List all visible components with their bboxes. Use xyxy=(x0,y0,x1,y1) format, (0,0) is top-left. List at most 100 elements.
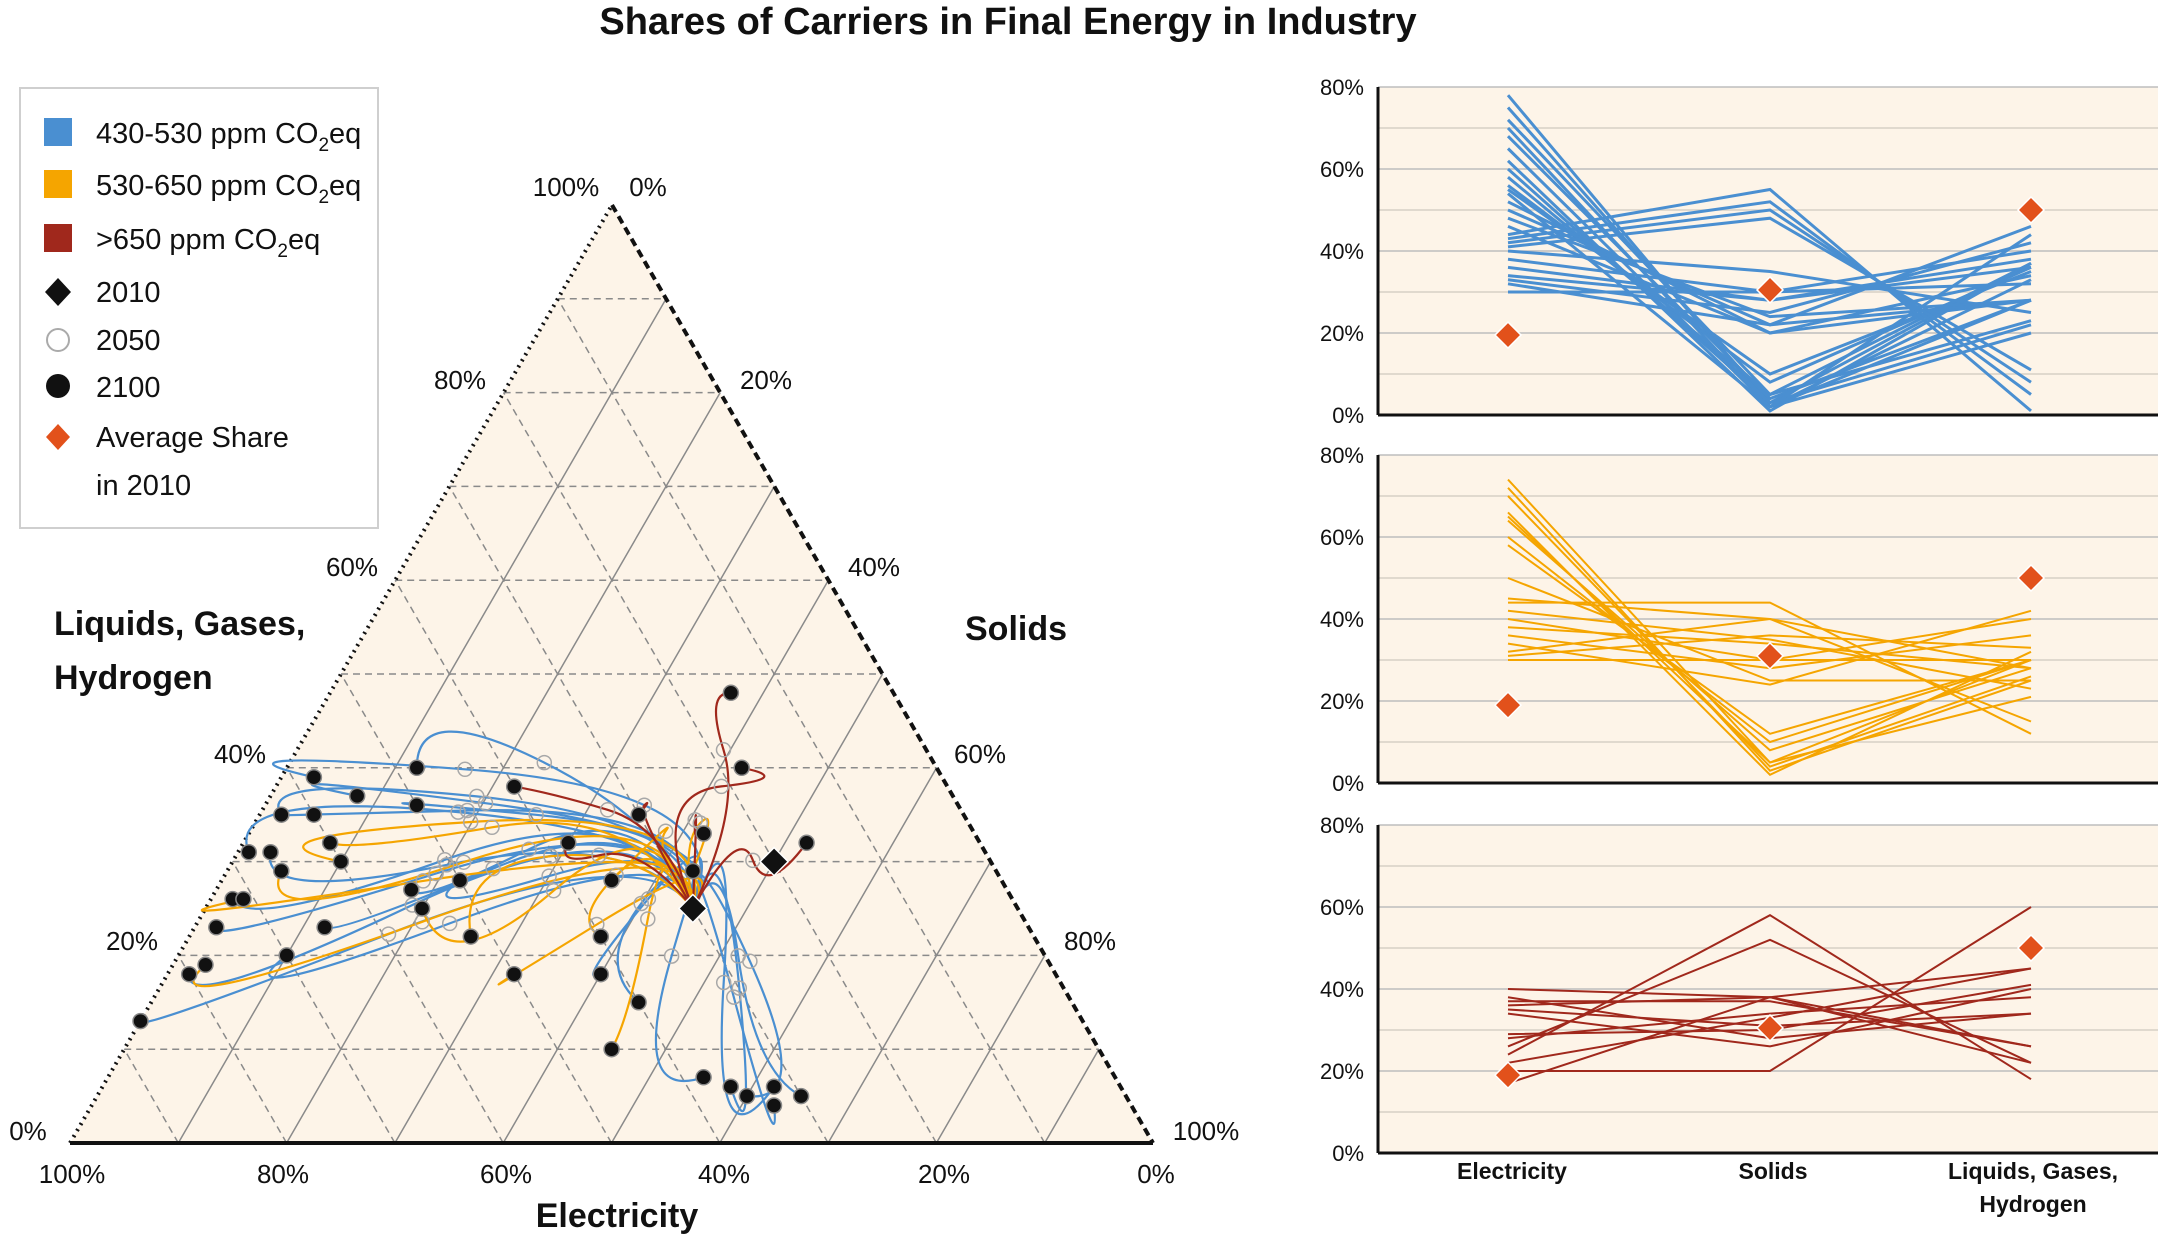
legend-swatch-430-530 xyxy=(44,118,72,146)
right-tick-80: 80% xyxy=(1064,926,1116,956)
point-2050 xyxy=(640,911,656,927)
point-2100 xyxy=(603,1040,620,1058)
point-2050 xyxy=(428,865,444,882)
panel-0: 0% 20% 40% 60% 80% xyxy=(1320,75,2158,428)
right-tick-0: 0% xyxy=(629,172,667,202)
point-2100 xyxy=(332,853,350,870)
point-2100 xyxy=(603,872,620,889)
legend-diamond-2010 xyxy=(45,278,71,306)
grid-electricity-line xyxy=(286,767,504,1144)
point-2050 xyxy=(459,802,476,819)
bottom-tick-40: 40% xyxy=(698,1159,750,1189)
legend-label-430-530-main: 430-530 ppm CO xyxy=(96,118,318,150)
panel-line-17 xyxy=(1507,200,2032,396)
electricity-axis-label: Electricity xyxy=(536,1197,699,1235)
left-tick-40: 40% xyxy=(214,739,266,769)
point-2050 xyxy=(726,989,742,1005)
panel-line-16 xyxy=(1507,617,2032,670)
average-share-marker xyxy=(1755,275,1785,305)
right-tick-60: 60% xyxy=(954,739,1006,769)
grid-solids-line xyxy=(610,673,884,1144)
point-2050 xyxy=(663,948,680,964)
panel-y-tick: 40% xyxy=(1320,607,1364,632)
trajectory-2-1 xyxy=(564,842,694,910)
trajectory-2-4 xyxy=(674,766,766,909)
trajectory-1-2 xyxy=(302,818,697,909)
legend-label-average-2: in 2010 xyxy=(96,470,191,502)
point-2100 xyxy=(273,806,290,823)
legend-dot-2100 xyxy=(46,374,70,398)
panel-y-tick: 60% xyxy=(1320,525,1364,550)
legend-circle-2050 xyxy=(46,328,70,352)
panel-line-5 xyxy=(1507,988,2032,1048)
trajectory-0-10 xyxy=(410,829,694,909)
point-2050 xyxy=(545,882,562,899)
panel-lines xyxy=(1507,478,2032,777)
liquids-axis-label-line1: Liquids, Gases, xyxy=(54,605,305,643)
point-2100 xyxy=(792,1087,810,1105)
panel-line-14 xyxy=(1507,216,2032,319)
left-tick-20: 20% xyxy=(106,926,158,956)
point-2050 xyxy=(437,852,453,868)
category-liquids-line2: Hydrogen xyxy=(1979,1191,2086,1217)
panel-line-11 xyxy=(1507,192,2032,409)
point-2100 xyxy=(305,806,323,823)
trajectory-1-5 xyxy=(497,876,704,986)
point-2050 xyxy=(715,742,732,758)
point-2050 xyxy=(599,802,616,818)
point-2050 xyxy=(450,804,466,820)
panel-lines xyxy=(1506,94,2032,413)
grid-electricity-line xyxy=(123,1048,179,1144)
legend-label-430-530-tail: eq xyxy=(329,118,361,150)
trajectory-0-19 xyxy=(691,872,748,1113)
point-2100 xyxy=(451,872,469,889)
panel-line-12 xyxy=(1507,967,2032,1085)
point-2100 xyxy=(305,768,323,786)
chart-title: Shares of Carriers in Final Energy in In… xyxy=(599,1,1416,43)
line-panels: 0% 20% 40% 60% 80% 0% 20% 40% 60% 80% 0% 20% 40% 60% 8… xyxy=(1320,75,2158,1166)
category-solids: Solids xyxy=(1738,1158,1807,1184)
panel-line-25 xyxy=(1507,224,2032,327)
legend-label-2010: 2010 xyxy=(96,277,161,309)
point-2100 xyxy=(408,797,425,814)
right-tick-40: 40% xyxy=(848,552,900,582)
point-2050 xyxy=(715,974,732,991)
trajectory-0-4 xyxy=(277,787,695,909)
legend-label-average-1: Average Share xyxy=(96,422,289,454)
point-2100 xyxy=(695,1069,712,1086)
point-2100 xyxy=(462,928,480,945)
legend-label-650: >650 ppm CO2eq xyxy=(96,224,320,262)
panel-line-15 xyxy=(1507,225,2032,335)
left-tick-100: 100% xyxy=(533,172,600,202)
point-2100 xyxy=(684,862,702,880)
point-2050 xyxy=(536,754,553,771)
grid-electricity-line xyxy=(557,298,1046,1144)
average-share-marker xyxy=(2016,195,2046,225)
legend-label-650-sub: 2 xyxy=(277,241,288,262)
average-share-marker xyxy=(1493,1061,1523,1090)
legend: 430-530 ppm CO2eq 530-650 ppm CO2eq >650… xyxy=(19,87,379,529)
point-2100 xyxy=(722,684,740,702)
grid-solids-line xyxy=(827,861,992,1144)
bottom-tick-0: 0% xyxy=(1137,1159,1175,1189)
point-2100 xyxy=(408,759,426,777)
point-2050 xyxy=(521,841,537,857)
panel-y-tick: 60% xyxy=(1320,895,1364,920)
legend-label-530-650: 530-650 ppm CO2eq xyxy=(96,170,361,208)
bottom-tick-60: 60% xyxy=(480,1159,532,1189)
point-2050 xyxy=(415,873,431,889)
panel-line-5 xyxy=(1507,519,2032,752)
average-share-marker xyxy=(1493,691,1523,720)
panel-y-tick: 40% xyxy=(1320,977,1364,1002)
point-2050 xyxy=(380,926,397,942)
panel-line-2 xyxy=(1508,1000,2032,1048)
legend-label-650-tail: eq xyxy=(288,224,320,256)
point-2100 xyxy=(722,1078,739,1095)
trajectory-0-5 xyxy=(271,759,703,909)
left-tick-60: 60% xyxy=(326,552,378,582)
point-2050 xyxy=(591,847,607,864)
bottom-tick-80: 80% xyxy=(257,1159,309,1189)
grid-electricity-line xyxy=(340,673,613,1144)
panel-line-10 xyxy=(1508,601,2032,735)
point-2100 xyxy=(630,806,648,823)
